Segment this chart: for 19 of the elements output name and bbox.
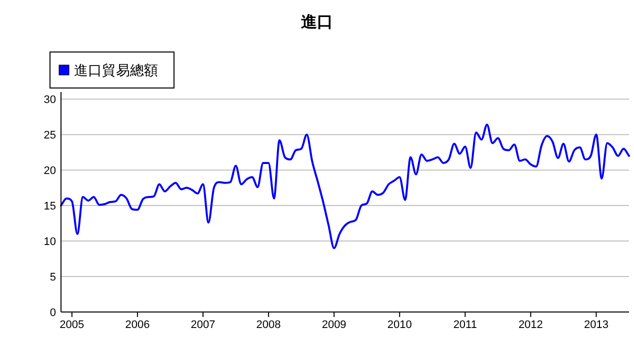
chart-title: 進口 bbox=[300, 13, 333, 31]
line-series bbox=[60, 124, 630, 250]
y-tick-label: 20 bbox=[44, 165, 56, 178]
x-tick-label: 2010 bbox=[387, 319, 412, 331]
legend-label: 進口貿易總額 bbox=[74, 62, 158, 78]
x-tick-label: 2007 bbox=[190, 319, 216, 331]
y-tick-label: 0 bbox=[50, 307, 56, 319]
y-tick-label: 30 bbox=[44, 94, 56, 106]
x-tick-label: 2005 bbox=[60, 319, 84, 331]
y-tick-label: 25 bbox=[44, 130, 56, 142]
x-tick-label: 2013 bbox=[584, 319, 608, 331]
x-tick-label: 2009 bbox=[322, 319, 346, 331]
x-tick-label: 2012 bbox=[518, 319, 543, 331]
y-tick-label: 5 bbox=[50, 272, 56, 284]
x-tick-label: 2006 bbox=[125, 319, 150, 331]
y-tick-label: 10 bbox=[44, 236, 56, 248]
x-tick-label: 2011 bbox=[453, 319, 477, 331]
y-tick-label: 15 bbox=[44, 200, 56, 213]
x-tick-label: 2008 bbox=[256, 319, 281, 331]
